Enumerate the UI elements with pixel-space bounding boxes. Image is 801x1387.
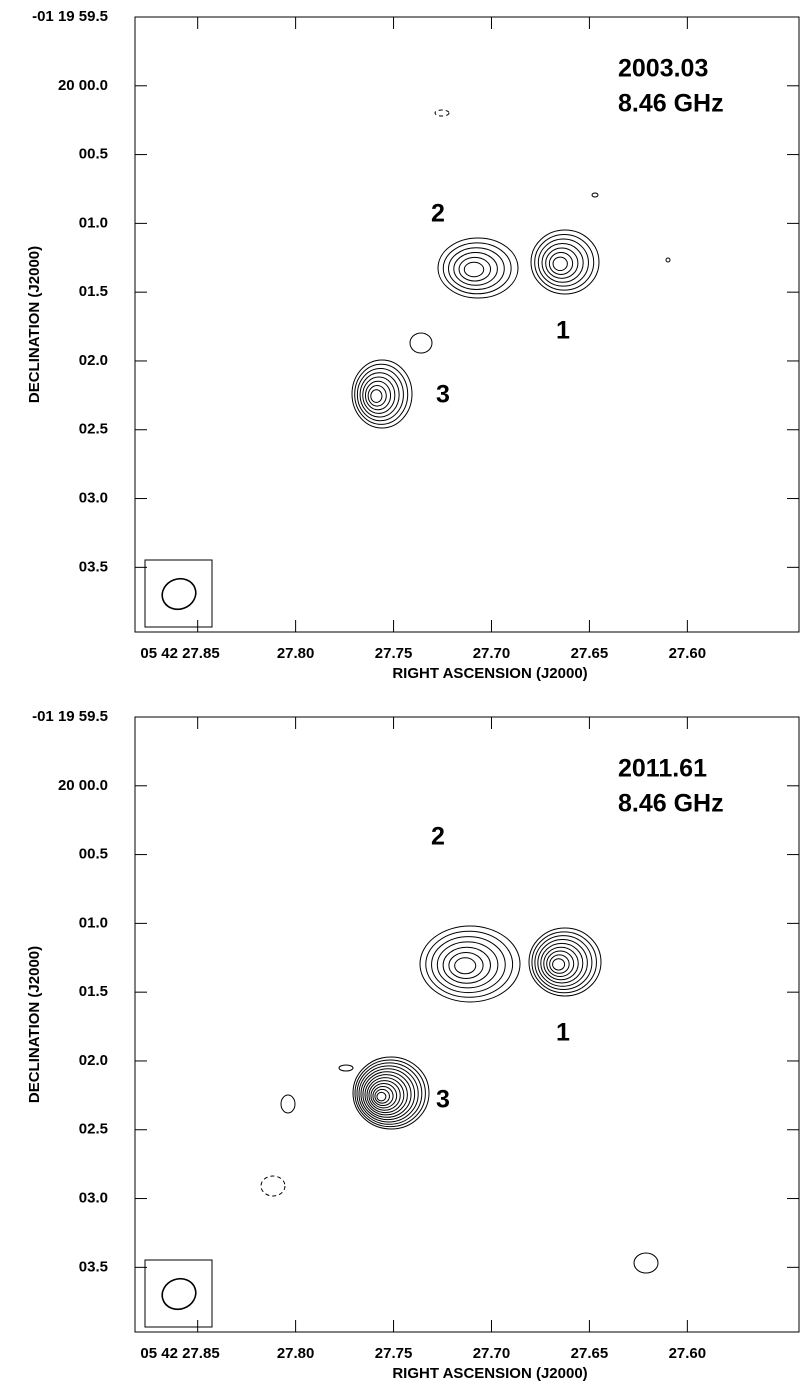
x-axis-label: RIGHT ASCENSION (J2000) — [392, 1365, 587, 1382]
x-tick-label: 27.70 — [473, 645, 511, 662]
contour — [435, 110, 449, 116]
component-label: 1 — [556, 1019, 570, 1047]
contour — [432, 937, 506, 993]
panel: 05 42 27.85 27.80 27.75 27.70 27.65 27.60 -01 … — [26, 708, 799, 1382]
component-label: 3 — [436, 1086, 450, 1114]
contour — [261, 1176, 285, 1196]
contour — [666, 258, 670, 262]
contour — [592, 193, 598, 197]
contour — [553, 959, 565, 970]
component-label: 3 — [436, 381, 450, 409]
contour — [464, 262, 483, 277]
contour — [634, 1253, 658, 1273]
y-tick-label: -01 19 59.5 — [32, 8, 108, 25]
x-tick-label: 27.65 — [571, 645, 609, 662]
y-tick-label: 01.5 — [79, 983, 108, 1000]
contour — [281, 1095, 295, 1113]
y-tick-label: 20 00.0 — [58, 77, 108, 94]
y-tick-label: 00.5 — [79, 146, 108, 163]
beam — [158, 574, 200, 614]
y-tick-label: 20 00.0 — [58, 777, 108, 794]
panel: 05 42 27.85 27.80 27.75 27.70 27.65 27.60 -01 … — [26, 8, 799, 682]
contour — [363, 377, 395, 413]
x-tick-label: 27.65 — [571, 1345, 609, 1362]
beam-box — [145, 560, 212, 627]
contour — [339, 1065, 353, 1071]
y-tick-label: 00.5 — [79, 846, 108, 863]
figure: 05 42 27.85 27.80 27.75 27.70 27.65 27.60 -01 … — [0, 0, 801, 1387]
y-tick-label: 02.5 — [79, 421, 108, 438]
epoch-annotation: 2011.61 — [618, 755, 707, 783]
frequency-annotation: 8.46 GHz — [618, 90, 724, 118]
x-tick-label: 27.70 — [473, 1345, 511, 1362]
y-tick-label: 02.0 — [79, 352, 108, 369]
contour — [455, 958, 476, 974]
x-tick-label: 05 42 27.85 — [140, 1345, 219, 1362]
y-tick-label: 03.0 — [79, 1190, 108, 1207]
x-axis-label: RIGHT ASCENSION (J2000) — [392, 665, 587, 682]
x-tick-label: 27.60 — [669, 645, 707, 662]
y-tick-label: 02.5 — [79, 1121, 108, 1138]
y-tick-label: 03.5 — [79, 558, 108, 575]
contour — [353, 1057, 429, 1129]
x-tick-label: 05 42 27.85 — [140, 645, 219, 662]
contour — [544, 947, 579, 980]
component-label: 2 — [431, 200, 445, 228]
contour — [410, 333, 432, 353]
contour — [377, 1092, 386, 1100]
x-tick-label: 27.80 — [277, 645, 315, 662]
y-tick-label: 01.0 — [79, 914, 108, 931]
x-tick-label: 27.60 — [669, 1345, 707, 1362]
x-tick-label: 27.75 — [375, 645, 413, 662]
y-axis-label: DECLINATION (J2000) — [26, 246, 43, 403]
y-axis-label: DECLINATION (J2000) — [26, 946, 43, 1103]
contour — [371, 390, 382, 403]
contour — [449, 248, 505, 290]
contour — [459, 257, 491, 281]
x-tick-label: 27.80 — [277, 1345, 315, 1362]
beam — [158, 1274, 200, 1314]
y-tick-label: 02.0 — [79, 1052, 108, 1069]
frequency-annotation: 8.46 GHz — [618, 790, 724, 818]
contour — [542, 244, 583, 283]
y-tick-label: -01 19 59.5 — [32, 708, 108, 725]
x-tick-label: 27.75 — [375, 1345, 413, 1362]
component-label: 1 — [556, 317, 570, 345]
contour — [449, 953, 483, 979]
component-label: 2 — [431, 823, 445, 851]
epoch-annotation: 2003.03 — [618, 55, 708, 83]
y-tick-label: 03.0 — [79, 490, 108, 507]
beam-box — [145, 1260, 212, 1327]
y-tick-label: 01.0 — [79, 214, 108, 231]
contour — [553, 257, 567, 270]
y-tick-label: 01.5 — [79, 283, 108, 300]
contour — [437, 942, 498, 988]
y-tick-label: 03.5 — [79, 1258, 108, 1275]
